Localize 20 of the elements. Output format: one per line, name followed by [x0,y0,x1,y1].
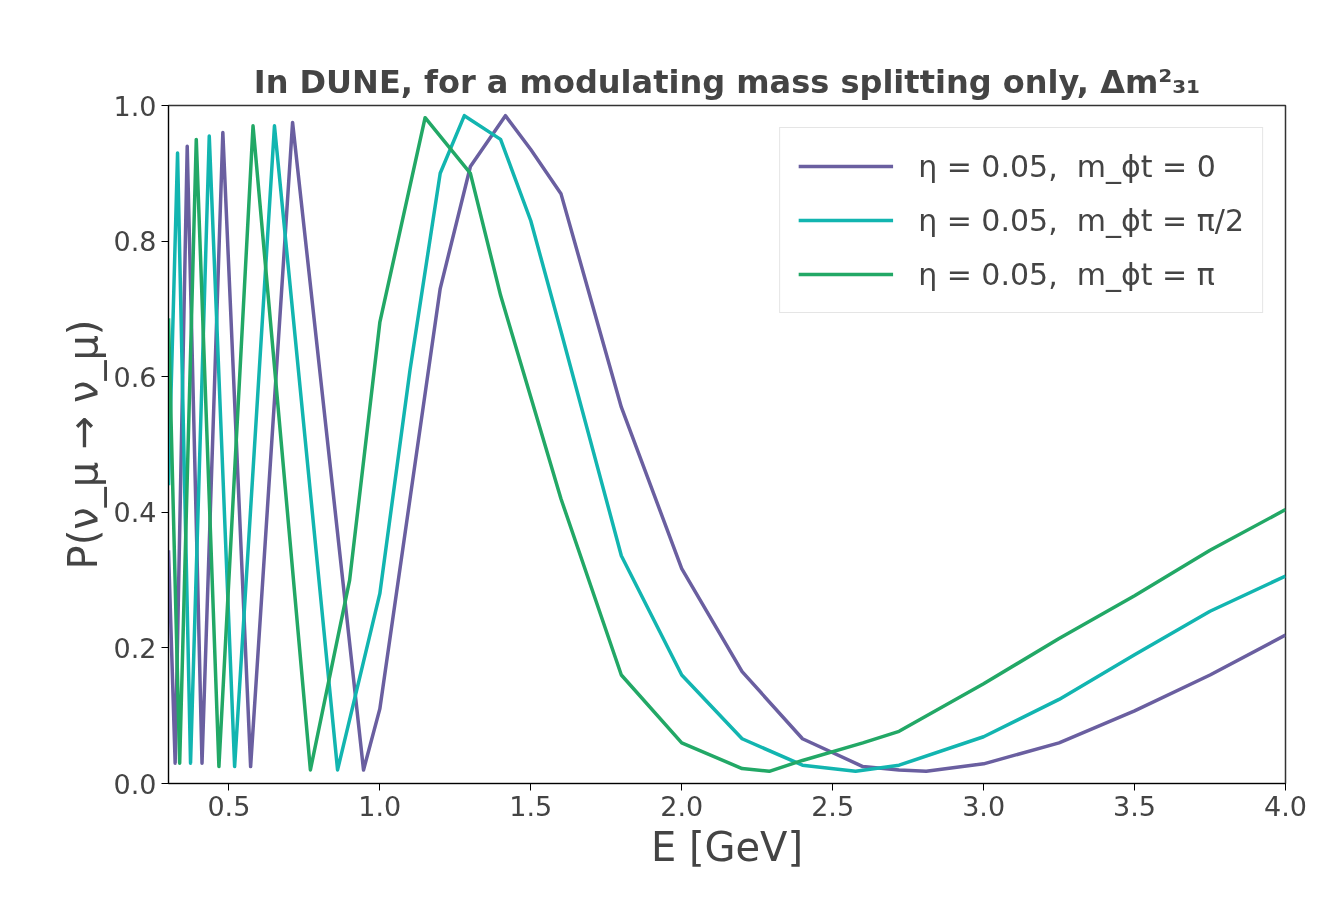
x-tick-label: 4.0 [1264,790,1307,822]
x-tick-label: 1.0 [358,790,402,822]
y-tick-label: 1.0 [113,90,157,122]
y-tick-label: 0.6 [113,361,157,393]
legend-label: η = 0.05, m_ϕt = 0 [918,147,1216,186]
legend-label: η = 0.05, m_ϕt = π/2 [918,201,1244,240]
y-tick-label: 0.0 [113,768,157,800]
x-tick-label: 0.5 [207,790,251,822]
x-tick-label: 3.5 [1113,790,1157,822]
y-axis-title: P(ν_μ → ν_μ) [59,319,107,570]
legend-label: η = 0.05, m_ϕt = π [918,255,1215,294]
x-tick-label: 3.0 [962,790,1006,822]
x-axis-title: E [GeV] [650,823,804,870]
x-tick-label: 1.5 [509,790,553,822]
x-tick-label: 2.0 [660,790,704,822]
x-tick-label: 2.5 [811,790,855,822]
chart-title: In DUNE, for a modulating mass splitting only, Δm²₃₁ [253,62,1201,101]
y-tick-label: 0.8 [113,226,157,258]
y-tick-label: 0.4 [113,497,157,529]
y-tick-label: 0.2 [113,632,157,664]
